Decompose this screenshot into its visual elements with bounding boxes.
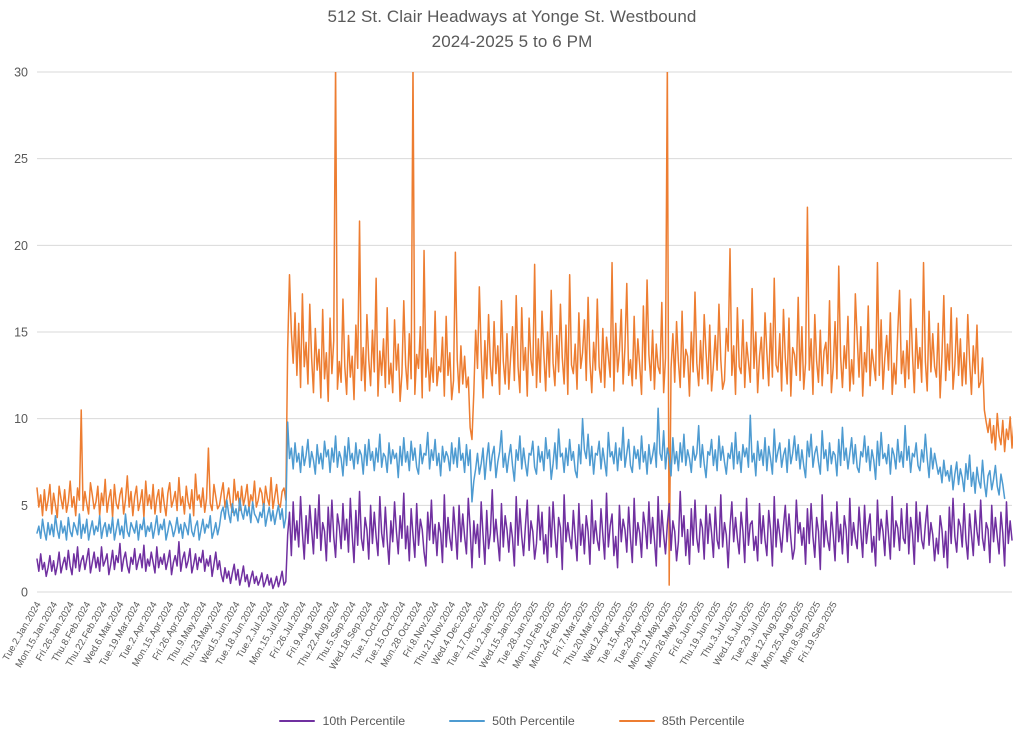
legend-item-10th[interactable]: 10th Percentile	[279, 714, 405, 728]
legend-item-50th[interactable]: 50th Percentile	[449, 714, 575, 728]
y-tick-label: 0	[21, 586, 28, 600]
y-axis-tick-labels: 0 5 10 15 20 25 30	[14, 66, 28, 600]
series-line-85th-percentile	[36, 72, 1013, 586]
data-series-group	[36, 72, 1013, 590]
legend-swatch-50th	[449, 719, 486, 723]
y-tick-label: 25	[14, 152, 28, 166]
legend-swatch-85th	[618, 719, 655, 723]
legend-label-50th: 50th Percentile	[492, 714, 575, 728]
x-axis-tick-labels: Tue.2.Jan.2024Mon.15.Jan.2024Fri.26.Jan.…	[1, 599, 840, 671]
chart-title-line-2: 2024-2025 5 to 6 PM	[431, 31, 593, 51]
legend-label-10th: 10th Percentile	[322, 714, 406, 728]
legend-item-85th[interactable]: 85th Percentile	[618, 714, 745, 728]
y-tick-label: 10	[14, 412, 28, 426]
chart-title-line-1: 512 St. Clair Headways at Yonge St. West…	[327, 7, 697, 26]
y-tick-label: 5	[21, 499, 28, 513]
legend-label-85th: 85th Percentile	[661, 714, 745, 728]
series-line-10th-percentile	[36, 488, 1013, 590]
y-tick-label: 20	[14, 239, 28, 253]
legend-swatch-10th	[279, 719, 316, 723]
series-line-50th-percentile	[36, 407, 1006, 541]
gridlines	[37, 71, 1012, 593]
y-tick-label: 15	[14, 326, 28, 340]
chart-title: 512 St. Clair Headways at Yonge St. West…	[0, 5, 1024, 54]
y-tick-label: 30	[14, 66, 28, 80]
chart-legend: 10th Percentile 50th Percentile 85th Per…	[0, 714, 1024, 728]
